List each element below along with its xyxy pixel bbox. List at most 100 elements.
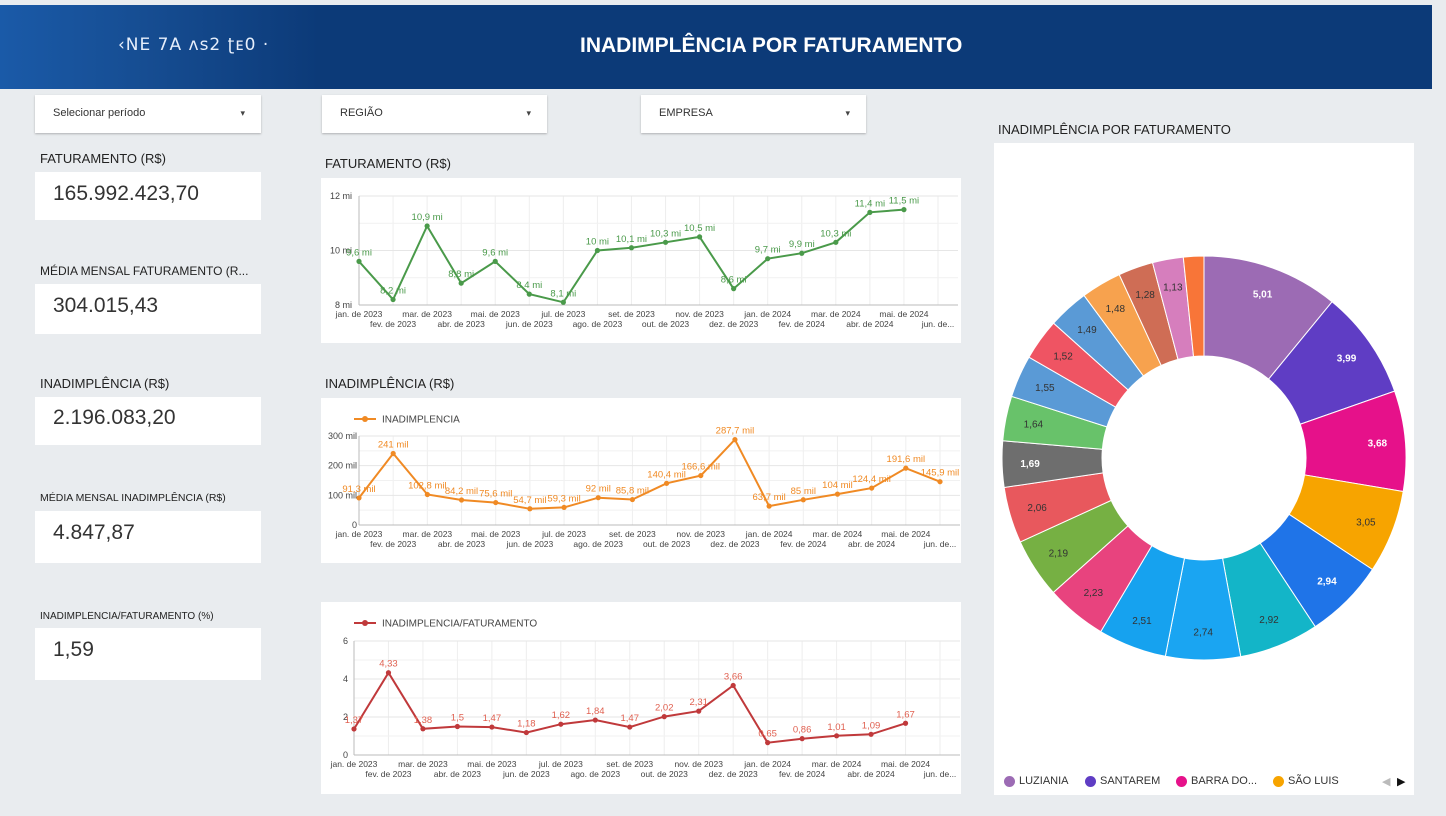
data-label: 54,7 mil [513,495,546,506]
data-label: 11,4 mi [855,198,885,209]
slice-label: 5,01 [1253,290,1273,301]
legend-prev-icon[interactable]: ◀ [1382,776,1391,788]
donut-chart-title: INADIMPLÊNCIA POR FATURAMENTO [998,122,1231,137]
x-tick-label: jul. de 2023 [538,759,583,769]
data-point [867,209,873,215]
x-tick-label: jan. de 2023 [335,309,383,319]
data-label: 85 mil [791,486,816,497]
data-point [356,258,362,264]
x-tick-label: mai. de 2023 [467,759,516,769]
x-tick-label: ago. de 2023 [573,319,623,329]
y-tick-label: 0 [343,750,348,760]
x-tick-label: dez. de 2023 [709,319,758,329]
data-point [558,721,564,727]
data-label: 166,6 mil [681,462,720,473]
data-label: 0,65 [758,729,777,740]
company-select[interactable]: EMPRESA ▾ [641,95,866,133]
slice-label: 2,23 [1084,588,1104,599]
legend-next-icon[interactable]: ▶ [1397,776,1406,788]
data-point [696,234,703,240]
y-tick-label: 12 mi [330,191,352,201]
data-label: 75,6 mil [479,489,512,500]
donut-legend-item[interactable]: SÃO LUIS [1273,775,1339,787]
x-tick-label: set. de 2023 [606,759,653,769]
data-label: 9,7 mi [755,245,781,256]
data-label: 1,37 [345,715,364,726]
x-tick-label: jul. de 2023 [540,309,585,319]
data-label: 10,9 mi [412,212,443,223]
data-point [629,496,636,503]
slice-label: 2,19 [1049,549,1069,560]
data-point [424,491,430,498]
legend-swatch [1085,775,1096,787]
data-point [799,250,805,256]
chevron-down-icon: ▾ [240,108,245,118]
data-label: 4,33 [379,659,398,670]
data-label: 9,6 mi [482,247,508,258]
data-label: 8,4 mi [516,280,542,291]
donut-legend-item[interactable]: SANTAREM [1085,775,1160,787]
y-tick-label: 4 [343,674,348,684]
donut-slice [1182,255,1205,358]
data-label: 0,86 [793,725,812,736]
x-tick-label: jun. de... [923,769,957,779]
x-tick-label: abr. de 2023 [438,539,486,549]
data-label: 8,8 mi [448,269,474,280]
data-point [696,708,702,714]
data-point [592,717,598,723]
data-point [523,729,529,736]
data-point [492,258,498,264]
data-label: 3,66 [724,671,743,682]
x-tick-label: jan. de 2023 [330,759,378,769]
data-point [351,726,357,732]
legend-label: SANTAREM [1100,775,1161,787]
data-point [833,733,840,739]
data-point [868,731,874,737]
data-label: 1,67 [896,709,915,720]
x-tick-label: jan. de 2024 [743,759,791,769]
donut-legend-item[interactable]: BARRA DO... [1176,775,1257,787]
legend-label: INADIMPLENCIA/FATURAMENTO [382,619,537,630]
inadimplencia-chart-card: 0 100 mil 200 mil 300 mil jan. de 2023 fev. d… [321,398,961,563]
x-tick-label: mai. de 2024 [881,759,930,769]
data-point [385,670,392,676]
data-label: 241 mil [378,440,409,451]
data-label: 1,84 [586,706,605,717]
company-select-label: EMPRESA [659,107,713,119]
data-point [765,256,771,262]
x-tick-label: mar. de 2024 [811,309,861,319]
data-label: 2,02 [655,703,674,714]
slice-label: 1,13 [1163,282,1183,293]
data-label: 1,62 [552,710,571,721]
data-point [489,724,495,730]
metric-label-inadimplencia: INADIMPLÊNCIA (R$) [40,376,170,391]
x-tick-label: nov. de 2023 [674,759,723,769]
x-tick-label: abr. de 2024 [846,319,894,329]
x-tick-label: mai. de 2024 [881,529,930,539]
x-tick-label: fev. de 2023 [370,319,416,329]
header-bar: ‹NE 7A ᴧs2 ʈᴇ0 · INADIMPLÊNCIA POR FATUR… [0,5,1432,89]
data-point [356,495,362,501]
data-point [937,479,943,485]
data-label: 9,9 mi [789,239,815,250]
data-label: 10,1 mi [616,234,647,245]
data-label: 1,01 [827,722,846,733]
donut-chart: 5,01 3,99 3,68 3,05 2,94 2,92 2,74 2,51 2,23 2,19… [1001,255,1407,661]
data-label: 10 mi [586,237,609,248]
period-select[interactable]: Selecionar período ▾ [35,95,261,133]
slice-label: 1,55 [1035,383,1055,394]
x-tick-label: abr. de 2023 [434,769,482,779]
legend-swatch [1273,775,1284,787]
x-tick-label: set. de 2023 [609,529,656,539]
x-tick-label: abr. de 2024 [848,539,896,549]
donut-legend-item[interactable]: LUZIANIA [1004,775,1069,787]
data-label: 1,47 [483,713,502,724]
region-select[interactable]: REGIÃO ▾ [322,95,547,133]
data-label: 92 mil [586,484,611,495]
legend-label: INADIMPLENCIA [382,415,460,426]
x-tick-label: jan. de 2023 [335,529,383,539]
y-tick-label: 200 mil [328,461,357,471]
